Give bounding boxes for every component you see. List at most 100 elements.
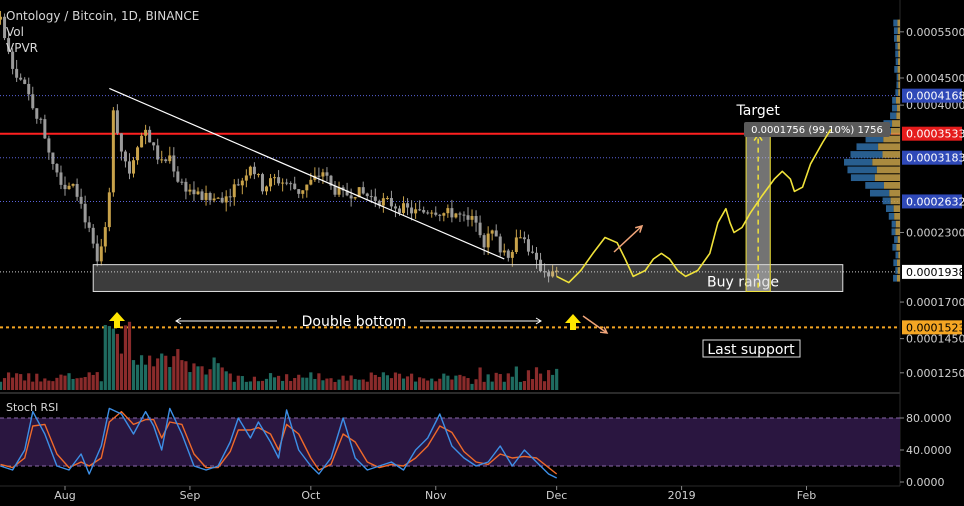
volume-bar	[281, 380, 285, 390]
vpvr-bar-sell	[883, 182, 900, 189]
target-label: Target	[736, 103, 781, 119]
volume-bar	[83, 377, 87, 390]
candle-body	[240, 180, 244, 186]
vpvr-bar-sell	[895, 228, 900, 236]
candle-body	[543, 271, 547, 273]
axis-layer: 0.00055000.00045000.00040000.00023000.00…	[54, 26, 964, 502]
volume-bar	[144, 364, 148, 390]
candle-body	[35, 108, 39, 119]
candle-body	[494, 230, 498, 237]
candle-body	[466, 215, 470, 220]
vpvr-bar-sell	[897, 66, 900, 73]
volume-bar	[216, 363, 220, 390]
volume-bar	[19, 374, 23, 390]
candle-body	[430, 212, 434, 214]
volume-bar	[345, 380, 349, 390]
volume-bar	[39, 381, 43, 390]
volume-bar	[289, 380, 293, 390]
volume-bar	[329, 378, 333, 390]
volume-bar	[168, 367, 172, 390]
time-tick-label: Nov	[425, 489, 447, 502]
volume-bar	[555, 368, 559, 390]
descending-trendline	[109, 87, 505, 260]
candle-body	[490, 230, 494, 234]
candle-body	[426, 212, 430, 214]
volume-bar	[506, 373, 510, 390]
volume-bar	[220, 367, 224, 390]
candle-body	[551, 271, 555, 277]
volume-bar	[188, 372, 192, 390]
vpvr-bar-buy	[865, 182, 884, 189]
volume-bar	[272, 377, 277, 390]
volume-bar	[530, 379, 535, 390]
vpvr-bar-buy	[891, 228, 896, 236]
volume-bar	[47, 380, 51, 390]
vpvr-indicator-label: VPVR	[6, 41, 38, 55]
candle-body	[365, 193, 369, 197]
volume-bar	[244, 381, 248, 390]
volume-bar	[422, 378, 426, 390]
candle-body	[482, 235, 486, 248]
vpvr-bar-sell	[896, 96, 900, 104]
double-bottom-label: Double bottom	[302, 314, 407, 330]
price-tick-label: 0.0002300	[906, 226, 964, 239]
volume-bar	[55, 377, 59, 390]
candle-body	[19, 77, 23, 80]
volume-bar	[518, 381, 522, 390]
volume-bar	[95, 372, 99, 390]
volume-bar	[305, 377, 309, 390]
volume-bar	[139, 355, 144, 390]
price-flag-label: 0.0001523	[906, 321, 964, 334]
time-tick-label: Dec	[546, 489, 567, 502]
vpvr-bar-sell	[892, 120, 900, 127]
volume-bar	[490, 381, 494, 390]
vpvr-bar-sell	[883, 135, 900, 143]
candle-body	[71, 183, 75, 186]
vpvr-bar-buy	[892, 96, 897, 104]
volume-bar	[361, 379, 365, 390]
candle-body	[148, 129, 152, 143]
volume-bar	[103, 324, 107, 390]
vpvr-bar-sell	[882, 151, 900, 158]
vpvr-bar-buy	[896, 81, 899, 89]
volume-bar	[200, 366, 204, 390]
volume-bar	[434, 381, 438, 390]
volume-bar	[0, 381, 3, 390]
candle-body	[454, 213, 458, 218]
double-bottom-arrowhead-left	[175, 317, 182, 325]
candle-body	[349, 195, 353, 199]
volume-bar	[240, 376, 244, 390]
candle-body	[132, 160, 136, 174]
volume-bar	[482, 381, 486, 390]
volume-layer	[0, 321, 559, 390]
volume-bar	[526, 370, 531, 390]
volume-bar	[260, 380, 265, 390]
vpvr-bar-sell	[897, 259, 900, 267]
measure-label: 0.0001756 (99.10%) 1756	[751, 125, 883, 136]
volume-bar	[438, 378, 442, 390]
volume-bar	[373, 374, 377, 390]
volume-bar	[341, 375, 345, 390]
vpvr-bar-sell	[894, 212, 900, 220]
candle-body	[83, 203, 87, 223]
vpvr-bar-sell	[897, 19, 900, 27]
candle-body	[478, 222, 482, 236]
volume-bar	[377, 376, 381, 390]
candle-body	[406, 203, 410, 208]
price-flag-box	[902, 194, 962, 209]
breakout-up-arrow-head	[635, 224, 644, 233]
vpvr-bar-sell	[890, 127, 900, 135]
volume-bar	[522, 380, 527, 390]
vpvr-bar-sell	[874, 174, 900, 182]
vpvr-bar-sell	[898, 50, 900, 58]
price-flag-label: 0.0003183	[906, 152, 964, 165]
candle-body	[535, 252, 539, 260]
volume-bar	[6, 372, 11, 390]
volume-bar	[59, 374, 63, 390]
volume-bar	[551, 374, 555, 390]
candle-body	[470, 216, 474, 220]
volume-bar	[196, 366, 200, 390]
volume-bar	[409, 373, 414, 390]
volume-bar	[204, 374, 208, 390]
